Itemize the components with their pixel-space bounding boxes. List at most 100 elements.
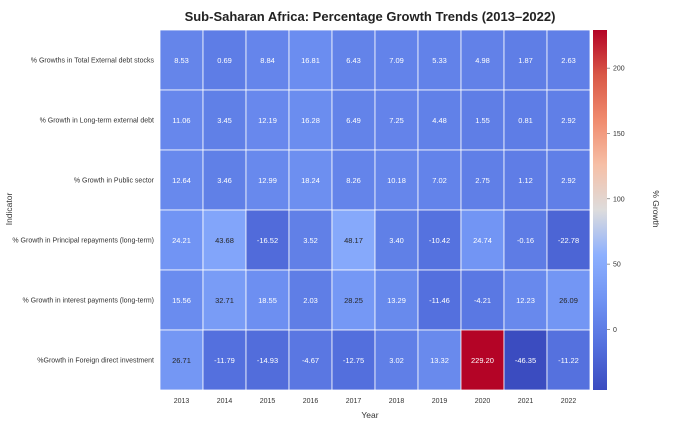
heatmap-cell [460,29,505,91]
cell-value-label: -11.22 [558,356,579,365]
cell-value-label: 7.25 [389,116,404,125]
cell-value-label: 7.09 [389,56,404,65]
heatmap-cell [245,149,290,211]
cell-value-label: 0.69 [217,56,232,65]
cell-value-label: 12.64 [172,176,191,185]
heatmap-cell [503,269,548,331]
heatmap-cell [460,329,505,391]
y-axis-label: Indicator [4,193,14,226]
cell-value-label: -12.75 [343,356,364,365]
cell-value-label: -22.78 [558,236,579,245]
heatmap-cell [159,29,204,91]
y-tick-label: % Growth in Long-term external debt [40,118,154,125]
heatmap-cell [374,269,419,331]
cell-value-label: 2.63 [561,56,576,65]
heatmap-cell [288,29,333,91]
cell-value-label: 2.75 [475,176,490,185]
y-tick-label: %Growth in Foreign direct investment [37,358,154,365]
cell-value-label: 15.56 [172,296,191,305]
cell-value-label: 2.03 [303,296,318,305]
colorbar-tick-label: 150 [613,131,625,138]
x-tick-label: 2017 [346,398,362,405]
cell-value-label: 4.98 [475,56,490,65]
cell-value-label: 4.48 [432,116,447,125]
heatmap-cell [245,29,290,91]
cell-value-label: 18.24 [301,176,320,185]
heatmap-cell [331,269,376,331]
heatmap-cell [374,89,419,151]
heatmap-cell [159,209,204,271]
cell-value-label: 0.81 [518,116,533,125]
heatmap-cell [503,89,548,151]
x-tick-label: 2020 [475,398,491,405]
colorbar-tick-label: 0 [613,327,617,334]
heatmap-cell [288,89,333,151]
colorbar-tick-label: 200 [613,66,625,73]
heatmap-cell [546,29,591,91]
cell-value-label: 18.55 [258,296,277,305]
cell-value-label: 12.23 [516,296,535,305]
cell-value-label: 7.02 [432,176,447,185]
cell-value-label: 24.21 [172,236,191,245]
x-tick-label: 2016 [303,398,319,405]
heatmap-cell [417,149,462,211]
cell-value-label: -14.93 [257,356,278,365]
cell-value-label: -16.52 [257,236,278,245]
cell-value-label: 2.92 [561,116,576,125]
cell-value-label: 3.46 [217,176,232,185]
cell-value-label: 5.33 [432,56,447,65]
heatmap-cell [245,269,290,331]
cell-value-label: 3.40 [389,236,404,245]
x-tick-label: 2019 [432,398,448,405]
cell-value-label: 1.55 [475,116,490,125]
heatmap-cell [503,209,548,271]
heatmap-cell [546,149,591,211]
colorbar-label: % Growth [651,190,661,228]
cell-value-label: 3.45 [217,116,232,125]
cell-value-label: 2.92 [561,176,576,185]
heatmap-cell [159,149,204,211]
heatmap-cell [460,269,505,331]
cell-value-label: 12.19 [258,116,277,125]
cell-value-label: 8.53 [174,56,189,65]
cell-value-label: 26.09 [559,296,578,305]
heatmap-cell [202,89,247,151]
heatmap-cell [202,269,247,331]
y-tick-label: % Growth in interest payments (long-term… [23,298,155,305]
x-tick-label: 2018 [389,398,405,405]
y-tick-labels: % Growths in Total External debt stocks%… [12,58,154,365]
heatmap-cell [546,209,591,271]
colorbar-ticks: 0 50 100 150 200 [607,66,625,334]
x-tick-label: 2013 [174,398,190,405]
y-tick-label: % Growths in Total External debt stocks [31,58,155,65]
heatmap-cell [503,329,548,391]
colorbar [593,30,607,390]
cell-value-label: 13.32 [430,356,449,365]
heatmap-cell [374,29,419,91]
cell-value-label: -46.35 [515,356,536,365]
cell-value-label: 16.81 [301,56,320,65]
cell-value-label: -4.21 [474,296,491,305]
cell-value-label: 10.18 [387,176,406,185]
cell-value-label: 8.84 [260,56,275,65]
heatmap-cell [288,329,333,391]
cell-value-label: 24.74 [473,236,492,245]
cell-value-label: 1.12 [518,176,533,185]
heatmap-cell [331,149,376,211]
cell-value-label: 13.29 [387,296,406,305]
x-tick-label: 2015 [260,398,276,405]
cell-value-label: -10.42 [429,236,450,245]
cell-value-label: 3.52 [303,236,318,245]
heatmap-cell [417,209,462,271]
cell-value-label: 26.71 [172,356,191,365]
cell-value-label: 6.43 [346,56,361,65]
heatmap-cell [546,329,591,391]
heatmap-cell [460,149,505,211]
heatmap-cell [331,329,376,391]
x-tick-label: 2022 [561,398,577,405]
y-tick-label: % Growth in Public sector [74,178,155,185]
cell-value-label: 8.26 [346,176,361,185]
x-tick-label: 2014 [217,398,233,405]
heatmap-cell [546,269,591,331]
cell-value-label: 16.28 [301,116,320,125]
